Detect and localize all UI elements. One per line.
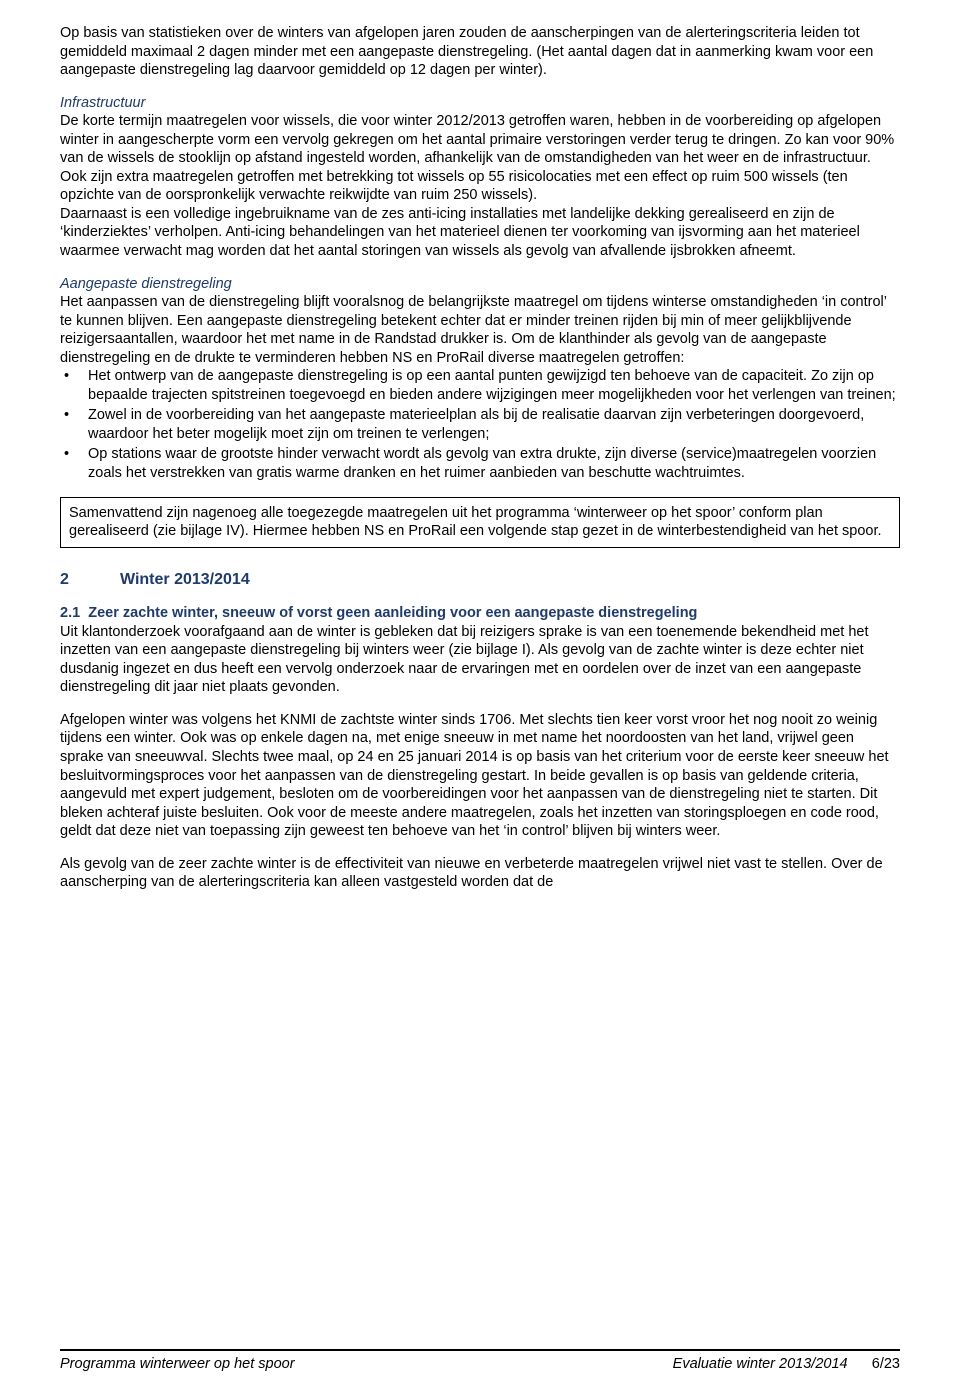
adr-bullet-1: Het ontwerp van de aangepaste dienstrege… — [60, 367, 900, 404]
summary-box: Samenvattend zijn nagenoeg alle toegezeg… — [60, 497, 900, 548]
intro-paragraph-criteria: Op basis van statistieken over de winter… — [60, 24, 900, 80]
section-2-1-title: Zeer zachte winter, sneeuw of vorst geen… — [88, 605, 697, 621]
footer-page-number: 6/23 — [872, 1356, 900, 1372]
section-2-heading: 2Winter 2013/2014 — [60, 570, 900, 590]
infra-paragraph-wissels: De korte termijn maatregelen voor wissel… — [60, 112, 900, 205]
section-2-number: 2 — [60, 570, 120, 590]
sec2-paragraph-effectiviteit: Als gevolg van de zeer zachte winter is … — [60, 855, 900, 892]
adr-paragraph-intro: Het aanpassen van de dienstregeling blij… — [60, 293, 900, 367]
subhead-aangepaste-dienstregeling: Aangepaste dienstregeling — [60, 275, 900, 294]
section-2-title: Winter 2013/2014 — [120, 571, 250, 588]
summary-box-text: Samenvattend zijn nagenoeg alle toegezeg… — [69, 505, 882, 540]
adr-bullet-list: Het ontwerp van de aangepaste dienstrege… — [60, 367, 900, 482]
section-2-1-number: 2.1 — [60, 605, 80, 621]
footer-center: Evaluatie winter 2013/2014 — [673, 1356, 848, 1372]
adr-bullet-2: Zowel in de voorbereiding van het aangep… — [60, 406, 900, 443]
page-footer: Programma winterweer op het spoor Evalua… — [60, 1349, 900, 1374]
sec2-paragraph-klantonderzoek: Uit klantonderzoek voorafgaand aan de wi… — [60, 623, 900, 697]
section-2-1-heading: 2.1 Zeer zachte winter, sneeuw of vorst … — [60, 604, 900, 623]
sec2-paragraph-knmi: Afgelopen winter was volgens het KNMI de… — [60, 711, 900, 841]
adr-bullet-3: Op stations waar de grootste hinder verw… — [60, 445, 900, 482]
infra-paragraph-antiicing: Daarnaast is een volledige ingebruikname… — [60, 205, 900, 261]
footer-left: Programma winterweer op het spoor — [60, 1355, 295, 1374]
subhead-infrastructuur: Infrastructuur — [60, 94, 900, 113]
